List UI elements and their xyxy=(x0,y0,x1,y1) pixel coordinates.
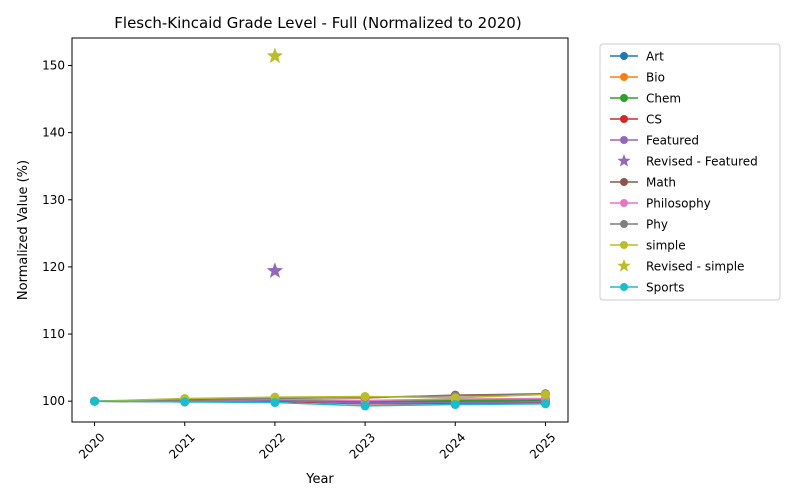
x-axis: 2020 2021 2022 2023 2024 2025 xyxy=(76,422,559,462)
x-tick-label: 2024 xyxy=(437,430,468,461)
series-revised-featured xyxy=(266,262,284,279)
legend-marker xyxy=(620,178,628,186)
y-tick-label: 140 xyxy=(42,126,65,140)
data-point xyxy=(450,400,460,410)
legend-item: Bio xyxy=(610,71,665,85)
series-line xyxy=(94,400,546,407)
legend-marker xyxy=(620,220,628,228)
legend-marker xyxy=(620,52,628,60)
y-tick-label: 110 xyxy=(42,327,65,341)
data-point xyxy=(360,401,370,411)
legend-star-marker xyxy=(617,259,631,272)
legend-marker xyxy=(620,241,628,249)
data-point xyxy=(540,399,550,409)
series-line xyxy=(94,393,546,402)
legend-item: Art xyxy=(610,50,664,64)
legend-marker xyxy=(620,94,628,102)
legend-label: Philosophy xyxy=(646,197,711,211)
data-point xyxy=(360,391,370,401)
legend-label: Chem xyxy=(646,92,681,106)
star-marker xyxy=(266,262,284,279)
data-point xyxy=(90,396,100,406)
legend-item: Sports xyxy=(610,281,684,295)
legend-marker xyxy=(620,283,628,291)
series-sports xyxy=(90,396,550,411)
legend-item: Chem xyxy=(610,92,681,106)
y-axis: 100 110 120 130 140 150 xyxy=(42,59,72,408)
series-revised-simple xyxy=(266,47,284,64)
x-tick-label: 2021 xyxy=(166,430,197,461)
data-point xyxy=(540,389,550,399)
legend-marker xyxy=(620,73,628,81)
legend-item: simple xyxy=(610,239,686,253)
plot-frame xyxy=(71,37,569,423)
legend-star-marker xyxy=(617,154,631,167)
legend-item: CS xyxy=(610,113,662,127)
data-point xyxy=(270,398,280,408)
y-tick-label: 150 xyxy=(42,59,65,73)
y-tick-label: 100 xyxy=(42,394,65,408)
y-tick-label: 130 xyxy=(42,193,65,207)
x-tick-label: 2023 xyxy=(347,430,378,461)
legend: Art Bio Chem CS Featured Revised - Featured Ma… xyxy=(599,43,781,301)
chart-title: Flesch-Kincaid Grade Level - Full (Norma… xyxy=(114,14,521,32)
x-tick-label: 2022 xyxy=(256,430,287,461)
legend-marker xyxy=(620,199,628,207)
series-layer xyxy=(90,47,550,411)
plot-area xyxy=(71,37,569,423)
legend-label: Art xyxy=(646,50,664,64)
legend-label: Math xyxy=(646,176,676,190)
data-point xyxy=(450,393,460,403)
x-tick-label: 2025 xyxy=(527,430,558,461)
legend-item: Revised - Featured xyxy=(617,154,758,169)
legend-item: Phy xyxy=(610,218,668,232)
legend-item: Featured xyxy=(610,134,699,148)
y-axis-label: Normalized Value (%) xyxy=(16,160,31,300)
legend-item: Math xyxy=(610,176,676,190)
legend-frame xyxy=(599,43,781,301)
legend-label: Featured xyxy=(646,134,699,148)
legend-label: Revised - Featured xyxy=(646,155,758,169)
legend-marker xyxy=(620,136,628,144)
legend-item: Revised - simple xyxy=(617,259,744,274)
data-point xyxy=(180,397,190,407)
legend-label: simple xyxy=(646,239,686,253)
y-tick-label: 120 xyxy=(42,260,65,274)
legend-label: CS xyxy=(646,113,662,127)
series-line xyxy=(94,393,546,402)
legend-item: Philosophy xyxy=(610,197,711,211)
x-axis-label: Year xyxy=(305,472,334,487)
legend-marker xyxy=(620,115,628,123)
legend-label: Sports xyxy=(646,281,684,295)
legend-label: Bio xyxy=(646,71,665,85)
legend-label: Phy xyxy=(646,218,668,232)
legend-label: Revised - simple xyxy=(646,260,744,274)
x-tick-label: 2020 xyxy=(76,430,107,461)
star-marker xyxy=(266,47,284,64)
